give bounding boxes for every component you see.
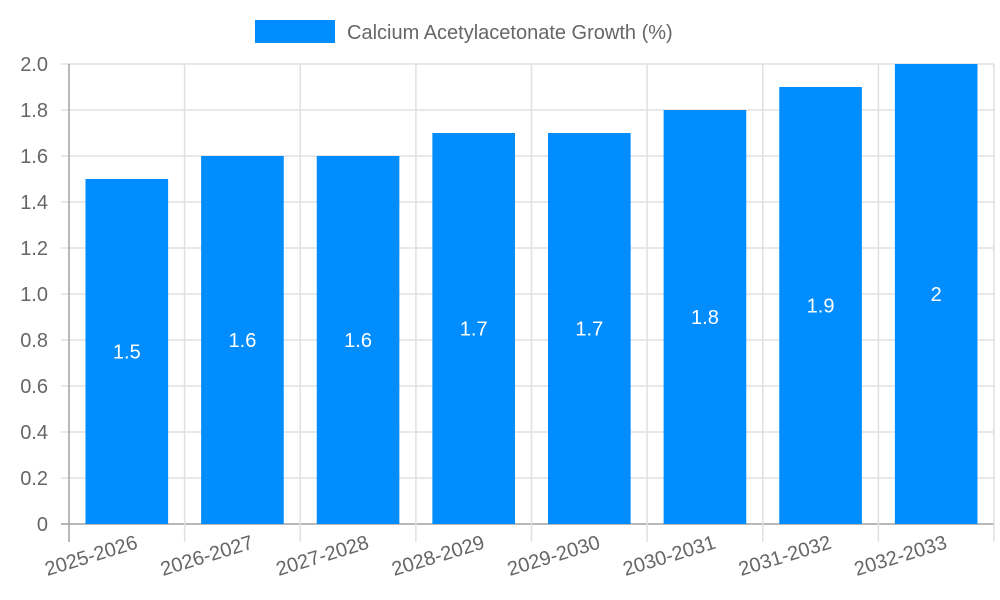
bar[interactable] — [85, 179, 169, 524]
bar-value-label: 1.7 — [460, 319, 488, 341]
x-tick-label: 2029-2030 — [505, 532, 603, 581]
bar-value-label: 1.8 — [691, 307, 719, 329]
bars: 1.5 1.6 1.6 1.7 1.7 1.8 1.9 2 — [85, 64, 978, 524]
bar-value-label: 1.6 — [344, 330, 372, 352]
y-tick-label: 0.4 — [20, 422, 48, 444]
y-tick-label: 0 — [37, 514, 48, 536]
y-tick-label: 1.6 — [20, 146, 48, 168]
bar[interactable] — [894, 64, 978, 524]
x-tick-label: 2027-2028 — [274, 532, 372, 581]
x-axis: 2025-2026 2026-2027 2027-2028 2028-2029 2029… — [42, 532, 949, 581]
bar[interactable] — [316, 156, 400, 524]
y-tick-label: 1.8 — [20, 100, 48, 122]
bar-value-label: 1.6 — [229, 330, 257, 352]
y-tick-label: 0.6 — [20, 376, 48, 398]
legend-swatch — [255, 20, 335, 43]
x-tick-label: 2030-2031 — [620, 532, 718, 581]
bar-value-label: 1.7 — [575, 319, 603, 341]
bar[interactable] — [201, 156, 284, 524]
legend-label: Calcium Acetylacetonate Growth (%) — [347, 22, 673, 44]
bar[interactable] — [663, 110, 747, 524]
x-tick-label: 2025-2026 — [42, 532, 140, 581]
x-tick-label: 2026-2027 — [158, 532, 256, 581]
bar-value-label: 1.5 — [113, 342, 141, 364]
y-axis: 0 0.2 0.4 0.6 0.8 1.0 1.2 1.4 1.6 1.8 2.0 — [20, 54, 48, 536]
y-tick-label: 2.0 — [20, 54, 48, 76]
bar[interactable] — [779, 87, 862, 524]
y-tick-label: 1.0 — [20, 284, 48, 306]
y-tick-label: 0.8 — [20, 330, 48, 352]
x-tick-label: 2028-2029 — [389, 532, 487, 581]
bar[interactable] — [432, 133, 515, 524]
y-tick-label: 1.4 — [20, 192, 48, 214]
y-tick-label: 0.2 — [20, 468, 48, 490]
bar-value-label: 1.9 — [807, 296, 835, 318]
x-tick-label: 2032-2033 — [852, 532, 950, 581]
bar-value-label: 2 — [931, 284, 942, 306]
bar[interactable] — [548, 133, 631, 524]
y-tick-label: 1.2 — [20, 238, 48, 260]
legend[interactable]: Calcium Acetylacetonate Growth (%) — [255, 20, 673, 44]
x-tick-label: 2031-2032 — [736, 532, 834, 581]
